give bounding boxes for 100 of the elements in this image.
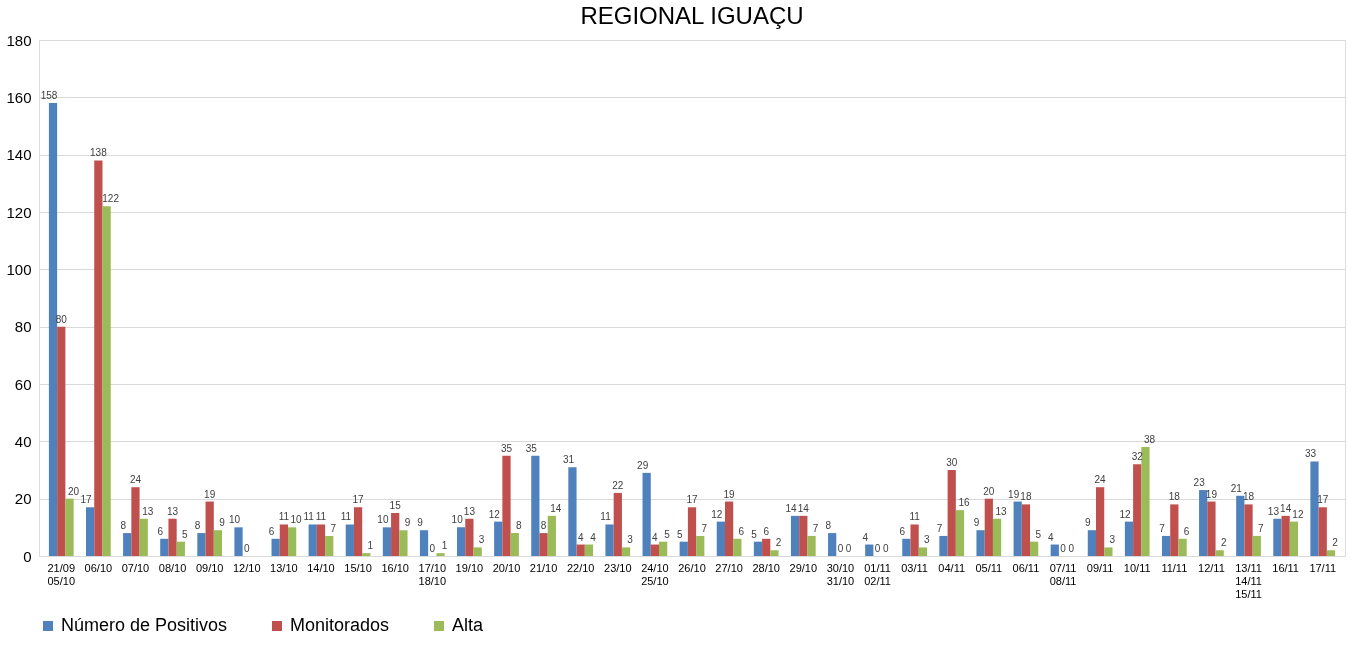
data-label: 0 <box>874 543 881 554</box>
data-label: 18 <box>1242 491 1255 503</box>
data-label: 10 <box>228 514 241 526</box>
y-tick-label: 40 <box>14 432 32 450</box>
data-label: 4 <box>862 531 869 543</box>
data-label: 138 <box>90 147 108 159</box>
data-label: 7 <box>701 522 708 534</box>
bar <box>213 530 223 556</box>
data-label: 158 <box>40 90 58 102</box>
data-label: 6 <box>268 525 275 537</box>
bar <box>1215 550 1224 556</box>
bar <box>568 467 577 556</box>
y-tick-label: 60 <box>14 375 32 393</box>
x-tick-label: 13/11 14/11 15/11 <box>1235 561 1262 600</box>
data-label: 13 <box>142 505 154 517</box>
x-tick-label: 19/10 <box>455 561 484 574</box>
data-label: 19 <box>204 488 216 500</box>
x-tick-label: 28/10 <box>752 561 780 574</box>
x-tick-label: 13/10 <box>270 561 298 574</box>
data-label: 24 <box>1094 474 1107 486</box>
data-label: 19 <box>723 488 736 500</box>
bar <box>659 541 668 556</box>
bar <box>531 455 540 556</box>
bar <box>918 547 927 556</box>
data-label: 31 <box>562 454 575 466</box>
x-tick-label: 17/10 18/10 <box>418 561 447 587</box>
data-label: 35 <box>500 442 513 454</box>
bar <box>86 507 95 556</box>
y-tick-label: 120 <box>6 203 32 221</box>
bar <box>123 533 132 556</box>
bar <box>1310 461 1319 556</box>
x-tick-label: 12/11 <box>1198 561 1225 574</box>
data-label: 30 <box>946 457 958 468</box>
data-label: 14 <box>797 502 810 514</box>
bar <box>976 530 985 556</box>
bar <box>1021 504 1031 556</box>
x-tick-label: 08/10 <box>158 561 187 574</box>
data-label: 3 <box>627 534 634 546</box>
bar <box>102 206 111 556</box>
bar <box>1030 541 1039 556</box>
bar <box>790 515 800 556</box>
bar <box>362 553 371 556</box>
data-label: 4 <box>1048 531 1054 543</box>
x-tick-label: 04/11 <box>938 561 966 574</box>
bar <box>724 501 734 556</box>
x-tick-label: 16/11 <box>1272 561 1299 574</box>
bar <box>605 524 614 556</box>
bar <box>679 541 688 556</box>
data-label: 4 <box>590 531 597 543</box>
y-tick-label: 0 <box>23 547 32 565</box>
data-label: 14 <box>550 502 562 514</box>
bar <box>1133 464 1142 556</box>
data-label: 10 <box>290 514 303 526</box>
y-tick-label: 180 <box>6 31 32 49</box>
data-label: 2 <box>775 537 782 549</box>
bar <box>57 326 66 556</box>
bar <box>947 470 956 556</box>
bar <box>1252 535 1261 556</box>
data-label: 0 <box>845 543 852 554</box>
data-label: 3 <box>478 534 485 546</box>
bar <box>865 544 874 556</box>
bar <box>902 538 911 556</box>
data-label: 12 <box>711 508 723 520</box>
bar <box>1013 501 1022 556</box>
data-label: 11 <box>303 511 315 523</box>
data-label: 2 <box>1220 537 1227 549</box>
data-label: 5 <box>1035 528 1042 540</box>
x-tick-label: 15/10 <box>344 561 372 574</box>
data-label: 0 <box>243 543 250 554</box>
bar <box>733 538 742 556</box>
bar <box>984 498 993 556</box>
data-label: 13 <box>1267 505 1280 517</box>
bar <box>910 524 919 556</box>
data-label: 18 <box>1020 491 1032 503</box>
data-label: 38 <box>1143 434 1156 446</box>
bar <box>576 544 585 556</box>
bar <box>325 535 334 556</box>
data-label: 11 <box>340 511 352 523</box>
data-label: 1 <box>441 540 448 552</box>
bar <box>753 541 763 556</box>
data-label: 11 <box>315 511 327 523</box>
y-tick-label: 20 <box>14 490 32 508</box>
x-tick-label: 05/11 <box>975 561 1003 574</box>
data-label: 13 <box>995 505 1008 517</box>
bar <box>687 507 697 556</box>
x-tick-label: 27/10 <box>715 561 743 574</box>
x-tick-label: 20/10 <box>492 561 521 574</box>
data-label: 20 <box>983 485 995 497</box>
bar <box>419 530 429 556</box>
bar <box>316 524 326 556</box>
data-label: 8 <box>825 520 832 532</box>
data-label: 6 <box>763 525 770 537</box>
bar <box>1207 501 1216 556</box>
bar <box>547 515 556 556</box>
x-tick-label: 10/11 <box>1123 561 1151 574</box>
data-label: 20 <box>67 485 80 497</box>
bar <box>1050 544 1059 556</box>
bar <box>1326 550 1336 556</box>
data-label: 12 <box>1119 508 1131 520</box>
bar <box>502 455 511 556</box>
